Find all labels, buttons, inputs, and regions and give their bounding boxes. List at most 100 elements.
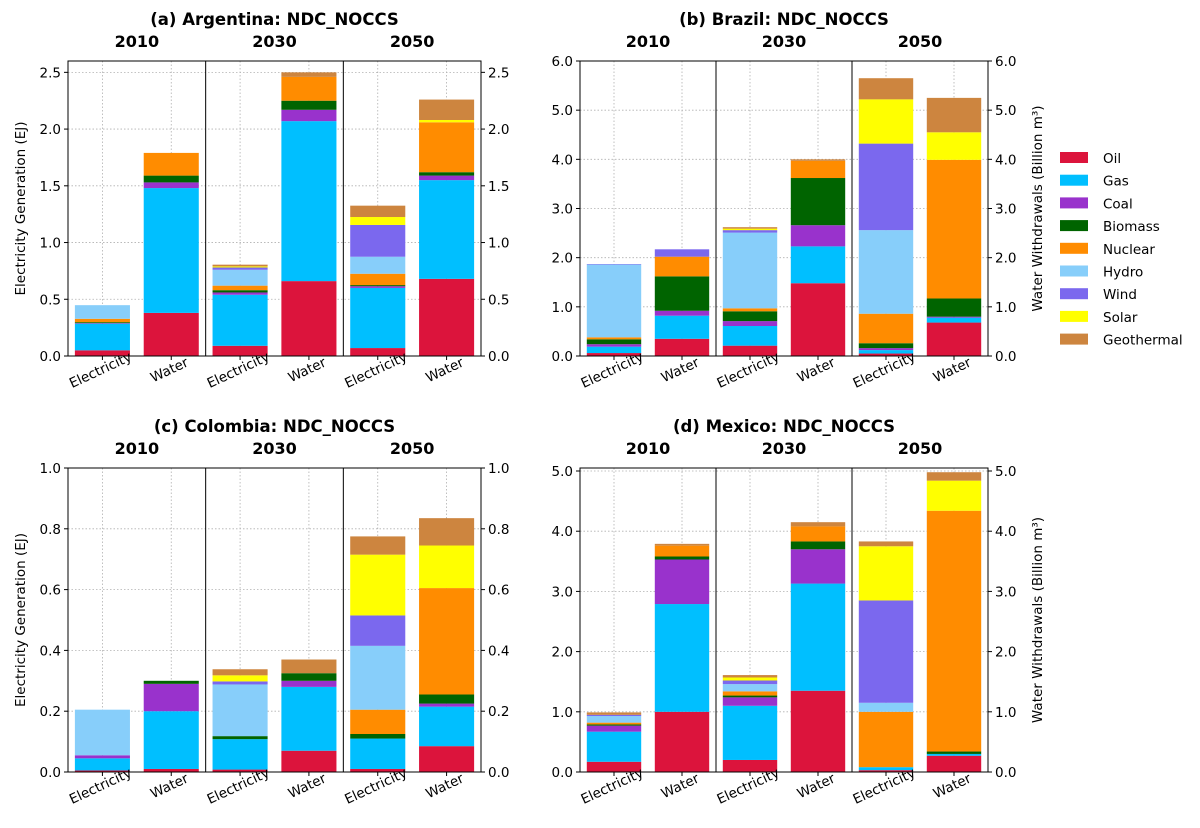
bar-segment-biomass — [790, 178, 846, 226]
bar-segment-nuclear — [858, 313, 914, 344]
bar-segment-oil — [74, 770, 130, 772]
bar-segment-solar — [419, 120, 475, 123]
bar-segment-hydro — [858, 702, 914, 712]
bar-segment-gas — [586, 346, 642, 354]
bar-segment-coal — [143, 683, 199, 712]
bar-segment-gas — [212, 739, 268, 770]
bar-segment-coal — [419, 175, 475, 181]
bar-segment-oil — [419, 746, 475, 772]
bar-segment-hydro — [212, 684, 268, 737]
bar-segment-biomass — [722, 311, 778, 322]
bar-segment-coal — [926, 316, 982, 318]
legend-label: Oil — [1103, 151, 1121, 167]
bar-segment-biomass — [419, 694, 475, 704]
bar-segment-hydro — [350, 256, 406, 274]
bar-segment-wind — [586, 714, 642, 717]
bar-segment-gas — [654, 604, 710, 712]
bar-segment-geothermal — [212, 264, 268, 267]
x-tick-label: Water — [659, 771, 702, 803]
x-tick-label: Water — [148, 771, 191, 803]
bar-segment-biomass — [74, 322, 130, 324]
bar-segment-biomass — [722, 695, 778, 698]
bar-segment-nuclear — [350, 273, 406, 286]
panel-title: (c) Colombia: NDC_NOCCS — [154, 417, 395, 436]
bar-segment-oil — [722, 345, 778, 356]
y-tick-label-right: 0.0 — [488, 765, 509, 781]
bar-segment-oil — [586, 761, 642, 772]
y-tick-label-right: 2.0 — [995, 251, 1016, 267]
legend-swatch-hydro — [1060, 265, 1088, 277]
bar-segment-biomass — [281, 100, 337, 110]
x-tick-label: Water — [423, 771, 466, 803]
bar-segment-gas — [419, 706, 475, 747]
bar-segment-solar — [350, 554, 406, 616]
bar-segment-nuclear — [143, 152, 199, 176]
bar-segment-biomass — [143, 680, 199, 684]
bar-segment-coal — [143, 182, 199, 189]
bar-segment-geothermal — [281, 659, 337, 674]
bar-segment-coal — [586, 725, 642, 732]
panel-1: Electricity Water Electricity Water Electric… — [13, 10, 509, 392]
bar-segment-gas — [926, 753, 982, 756]
y-tick-label-left: 0.0 — [552, 765, 573, 781]
bar-segment-coal — [74, 323, 130, 324]
bar-segment-nuclear — [858, 711, 914, 768]
year-label: 2030 — [252, 32, 297, 51]
bar-segment-gas — [281, 121, 337, 282]
bar-segment-solar — [858, 99, 914, 144]
bar-segment-nuclear — [722, 308, 778, 312]
y-tick-label-right: 3.0 — [995, 584, 1016, 600]
bar-segment-hydro — [74, 305, 130, 319]
bar-segment-coal — [586, 344, 642, 347]
y-tick-label-left: 5.0 — [552, 464, 573, 480]
bar-segment-biomass — [926, 298, 982, 317]
bar-segment-biomass — [586, 339, 642, 345]
bar-segment-oil — [858, 770, 914, 772]
bar-segment-oil — [790, 690, 846, 772]
panel-4: Electricity Water Electricity Water Electric… — [552, 417, 1046, 808]
bar-segment-oil — [722, 759, 778, 772]
bar-segment-solar — [926, 480, 982, 511]
y-tick-label-left: 4.0 — [552, 524, 573, 540]
y-tick-label-right: 0.6 — [488, 583, 509, 599]
legend-swatch-oil — [1060, 152, 1088, 163]
bar-segment-geothermal — [281, 72, 337, 77]
bar-segment-geothermal — [858, 541, 914, 547]
y-tick-label-right: 1.5 — [488, 179, 509, 195]
y-tick-label-right: 1.0 — [995, 705, 1016, 721]
legend-label: Nuclear — [1103, 242, 1155, 258]
y-tick-label-left: 2.0 — [552, 251, 573, 267]
y-tick-label-right: 0.0 — [488, 349, 509, 365]
bar-segment-hydro — [722, 684, 778, 692]
y-tick-label-right: 0.0 — [995, 765, 1016, 781]
legend-swatch-wind — [1060, 288, 1088, 300]
bar-segment-geothermal — [926, 472, 982, 481]
panel-2: Electricity Water Electricity Water Electric… — [552, 10, 1046, 392]
y-tick-label-left: 0.0 — [552, 349, 573, 365]
bar-segment-gas — [143, 188, 199, 313]
bar-segment-nuclear — [212, 285, 268, 291]
bar-segment-gas — [419, 180, 475, 279]
y-tick-label-right: 6.0 — [995, 54, 1016, 70]
legend-label: Wind — [1103, 287, 1137, 303]
year-label: 2050 — [898, 32, 943, 51]
y-axis-label-left: Electricity Generation (EJ) — [13, 122, 29, 296]
bar-segment-gas — [350, 287, 406, 349]
bar-segment-oil — [926, 755, 982, 772]
bar-segment-wind — [212, 267, 268, 270]
x-tick-label: Water — [931, 771, 974, 803]
bar-segment-biomass — [281, 673, 337, 681]
bar-segment-nuclear — [74, 318, 130, 323]
y-tick-label-right: 2.0 — [488, 122, 509, 138]
bar-segment-solar — [350, 217, 406, 225]
bar-segment-hydro — [586, 264, 642, 338]
y-tick-label-left: 0.2 — [40, 704, 61, 720]
bar-segment-coal — [281, 109, 337, 122]
y-tick-label-right: 4.0 — [995, 152, 1016, 168]
bar-segment-oil — [281, 281, 337, 356]
y-tick-label-right: 1.0 — [488, 236, 509, 252]
y-tick-label-right: 2.0 — [995, 645, 1016, 661]
bar-segment-gas — [74, 323, 130, 351]
bar-segment-biomass — [654, 556, 710, 560]
